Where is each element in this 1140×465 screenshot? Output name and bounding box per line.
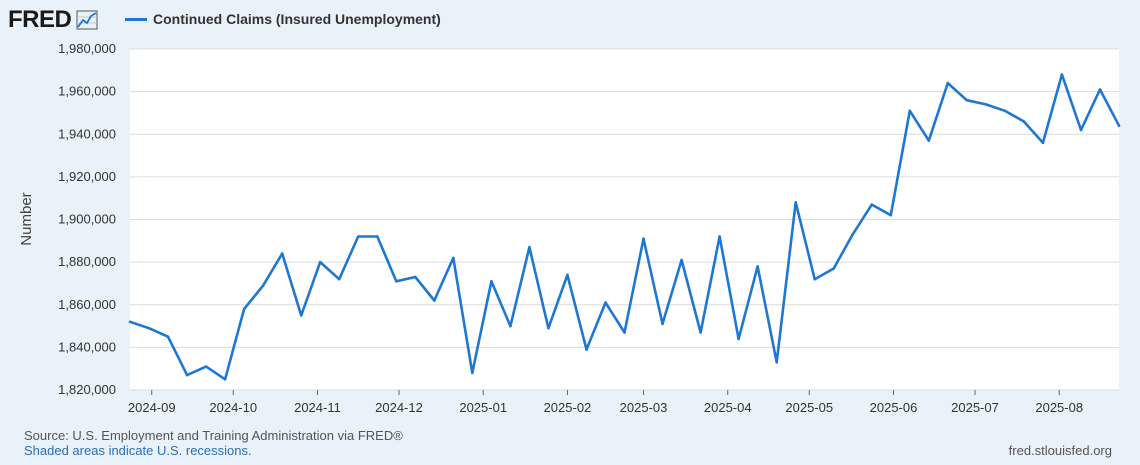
data-point xyxy=(1079,128,1083,132)
x-tick-label: 2025-07 xyxy=(951,400,999,415)
data-point xyxy=(566,273,569,277)
y-tick-label: 1,920,000 xyxy=(58,169,116,184)
data-point xyxy=(889,213,893,217)
data-point xyxy=(832,267,835,270)
data-point xyxy=(204,365,208,368)
chart-legend: Continued Claims (Insured Unemployment) xyxy=(125,11,441,27)
fred-url[interactable]: fred.stlouisfed.org xyxy=(1008,443,1112,458)
x-tick-marks xyxy=(151,390,1060,395)
y-tick-label: 1,980,000 xyxy=(58,41,116,56)
data-point xyxy=(128,320,132,324)
data-point xyxy=(299,314,303,317)
data-point xyxy=(509,324,512,328)
data-point xyxy=(280,252,284,255)
data-point xyxy=(756,265,759,268)
x-tick-label: 2025-08 xyxy=(1035,400,1083,415)
y-tick-label: 1,820,000 xyxy=(58,382,116,397)
line-graph-icon xyxy=(76,10,98,30)
x-tick-label: 2024-11 xyxy=(294,400,341,415)
data-point xyxy=(395,280,398,283)
data-point xyxy=(661,322,664,326)
data-point xyxy=(414,275,417,279)
data-point xyxy=(642,237,645,240)
data-point xyxy=(699,331,702,334)
data-point xyxy=(1003,109,1007,113)
y-tick-label: 1,940,000 xyxy=(58,126,116,141)
data-point xyxy=(318,260,322,264)
x-tick-label: 2024-10 xyxy=(209,400,257,415)
data-point xyxy=(223,378,227,381)
data-point xyxy=(737,337,740,341)
fred-logo[interactable]: FRED xyxy=(8,6,72,33)
x-tick-label: 2025-02 xyxy=(544,400,592,415)
y-axis-labels: 1,820,000 1,840,000 1,860,000 1,880,000 1,90… xyxy=(58,41,116,397)
x-axis-labels: 2024-09 2024-10 2024-11 2024-12 2025-01 2025-… xyxy=(128,400,1083,415)
data-point xyxy=(337,277,341,281)
series-group xyxy=(128,73,1121,381)
data-point xyxy=(547,326,550,330)
y-tick-label: 1,860,000 xyxy=(58,297,116,312)
data-point xyxy=(1041,141,1045,145)
x-tick-label: 2024-12 xyxy=(375,400,423,415)
x-tick-label: 2025-06 xyxy=(870,400,918,415)
data-point xyxy=(1022,120,1026,123)
data-point xyxy=(185,373,189,377)
recession-note[interactable]: Shaded areas indicate U.S. recessions. xyxy=(24,443,252,458)
data-point xyxy=(718,235,721,238)
data-point xyxy=(965,98,969,102)
x-tick-label: 2025-01 xyxy=(459,400,507,415)
source-note: Source: U.S. Employment and Training Adm… xyxy=(24,428,403,443)
data-point xyxy=(794,201,797,204)
data-point xyxy=(471,371,474,375)
data-point xyxy=(870,203,874,206)
data-point xyxy=(166,335,170,339)
data-point xyxy=(623,331,626,334)
fred-logo-area[interactable]: FRED xyxy=(8,6,98,34)
data-point xyxy=(433,299,436,302)
y-tick-label: 1,960,000 xyxy=(58,84,116,99)
data-point xyxy=(490,280,493,283)
data-point xyxy=(851,233,854,236)
data-point xyxy=(1117,124,1121,127)
data-point xyxy=(946,81,950,85)
y-tick-label: 1,880,000 xyxy=(58,254,116,269)
x-tick-label: 2024-09 xyxy=(128,400,176,415)
data-point xyxy=(1098,88,1102,91)
data-point xyxy=(261,284,265,287)
data-point xyxy=(908,109,912,113)
data-point xyxy=(452,256,455,260)
data-point xyxy=(604,301,607,304)
data-point xyxy=(927,139,931,142)
y-tick-label: 1,840,000 xyxy=(58,339,116,354)
data-point xyxy=(242,307,246,311)
data-point xyxy=(813,277,816,281)
data-point xyxy=(984,103,988,106)
x-tick-label: 2025-04 xyxy=(704,400,752,415)
data-point xyxy=(376,235,379,238)
x-tick-label: 2025-03 xyxy=(620,400,668,415)
x-tick-label: 2025-05 xyxy=(785,400,833,415)
y-axis-title: Number xyxy=(18,192,35,245)
data-point xyxy=(1060,73,1064,76)
data-point xyxy=(356,235,360,238)
data-point xyxy=(147,326,151,330)
legend-swatch xyxy=(125,17,147,21)
y-tick-label: 1,900,000 xyxy=(58,212,116,227)
data-point xyxy=(585,348,588,351)
data-point xyxy=(528,245,531,249)
legend-label: Continued Claims (Insured Unemployment) xyxy=(153,11,441,27)
data-point xyxy=(775,361,778,364)
data-point xyxy=(680,258,683,262)
y-gridlines xyxy=(130,48,1119,391)
